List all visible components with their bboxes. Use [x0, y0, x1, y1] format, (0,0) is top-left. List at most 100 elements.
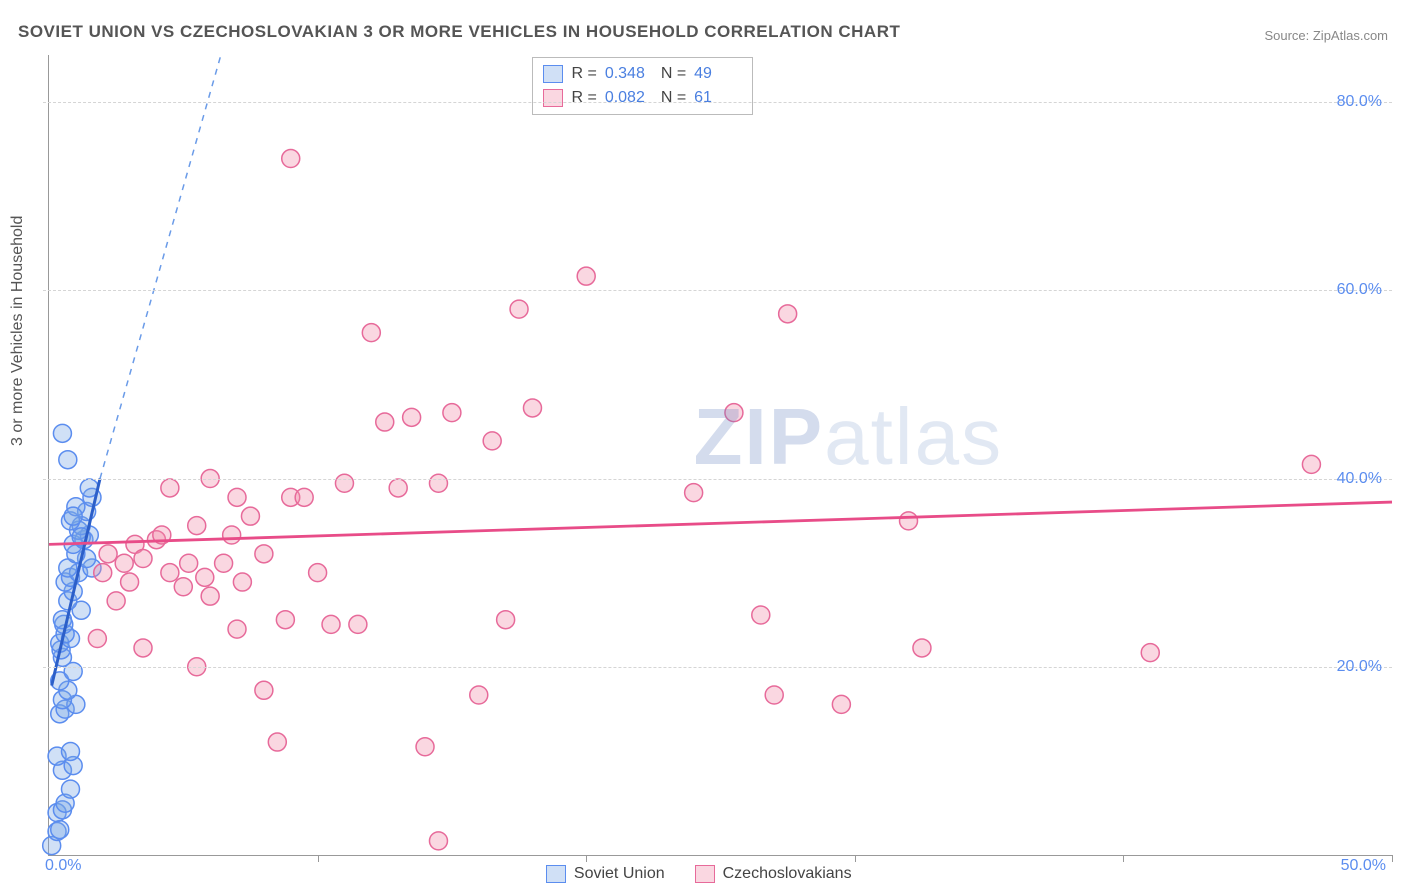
- y-tick-label: 60.0%: [1337, 281, 1382, 299]
- x-tick-label: 0.0%: [45, 857, 81, 875]
- scatter-point: [685, 484, 703, 502]
- stat-r-value: 0.348: [605, 62, 653, 86]
- grid-line: [43, 102, 1392, 103]
- scatter-point: [107, 592, 125, 610]
- x-tick: [1392, 855, 1393, 862]
- stats-row: R = 0.348 N = 49: [543, 62, 742, 86]
- scatter-point: [228, 488, 246, 506]
- x-tick-label: 50.0%: [1341, 857, 1386, 875]
- scatter-point: [470, 686, 488, 704]
- scatter-point: [362, 324, 380, 342]
- scatter-point: [64, 507, 82, 525]
- scatter-point: [765, 686, 783, 704]
- scatter-point: [376, 413, 394, 431]
- scatter-point: [115, 554, 133, 572]
- scatter-point: [429, 474, 447, 492]
- legend-label: Soviet Union: [574, 865, 665, 883]
- stat-n-value: 49: [694, 62, 742, 86]
- legend-item: Czechoslovakians: [695, 865, 852, 883]
- scatter-point: [443, 404, 461, 422]
- y-tick-label: 20.0%: [1337, 658, 1382, 676]
- scatter-point: [196, 568, 214, 586]
- scatter-point: [779, 305, 797, 323]
- scatter-point: [134, 550, 152, 568]
- x-tick: [586, 855, 587, 862]
- scatter-point: [725, 404, 743, 422]
- scatter-point: [241, 507, 259, 525]
- scatter-point: [900, 512, 918, 530]
- y-tick-label: 80.0%: [1337, 93, 1382, 111]
- scatter-point: [228, 620, 246, 638]
- scatter-point: [1302, 455, 1320, 473]
- grid-line: [43, 479, 1392, 480]
- scatter-point: [61, 780, 79, 798]
- scatter-point: [121, 573, 139, 591]
- scatter-point: [215, 554, 233, 572]
- stat-r-label: R =: [571, 62, 596, 86]
- stat-n-label: N =: [661, 62, 686, 86]
- scatter-point: [497, 611, 515, 629]
- scatter-point: [389, 479, 407, 497]
- correlation-stats-box: R = 0.348 N = 49 R = 0.082 N = 61: [532, 57, 753, 115]
- scatter-point: [523, 399, 541, 417]
- scatter-point: [233, 573, 251, 591]
- x-tick: [855, 855, 856, 862]
- scatter-point: [180, 554, 198, 572]
- scatter-point: [134, 639, 152, 657]
- y-tick-label: 40.0%: [1337, 470, 1382, 488]
- scatter-point: [88, 630, 106, 648]
- scatter-point: [309, 564, 327, 582]
- scatter-point: [322, 615, 340, 633]
- source-label: Source: ZipAtlas.com: [1264, 28, 1388, 43]
- legend-item: Soviet Union: [546, 865, 665, 883]
- legend-swatch: [546, 865, 566, 883]
- series-swatch: [543, 89, 563, 107]
- chart-area: ZIPatlas R =0.348N =49R =0.082N =61 Sovi…: [48, 55, 1392, 856]
- trend-line-extrapolated: [100, 55, 221, 479]
- scatter-point: [51, 821, 69, 839]
- scatter-point: [1141, 644, 1159, 662]
- scatter-point: [223, 526, 241, 544]
- scatter-point: [174, 578, 192, 596]
- scatter-point: [161, 479, 179, 497]
- y-axis-label: 3 or more Vehicles in Household: [9, 216, 27, 446]
- scatter-point: [282, 150, 300, 168]
- scatter-point: [188, 517, 206, 535]
- scatter-point: [161, 564, 179, 582]
- stat-n-label: N =: [661, 86, 686, 110]
- scatter-point: [268, 733, 286, 751]
- scatter-point: [61, 742, 79, 760]
- chart-title: SOVIET UNION VS CZECHOSLOVAKIAN 3 OR MOR…: [18, 22, 900, 42]
- scatter-point: [335, 474, 353, 492]
- grid-line: [43, 667, 1392, 668]
- x-tick: [318, 855, 319, 862]
- scatter-point: [510, 300, 528, 318]
- stats-row: R = 0.082 N = 61: [543, 86, 742, 110]
- legend-swatch: [695, 865, 715, 883]
- scatter-point: [295, 488, 313, 506]
- scatter-point: [832, 695, 850, 713]
- scatter-point: [349, 615, 367, 633]
- legend: Soviet Union Czechoslovakians: [546, 865, 852, 883]
- scatter-point: [53, 424, 71, 442]
- stat-r-value: 0.082: [605, 86, 653, 110]
- scatter-point: [429, 832, 447, 850]
- series-swatch: [543, 65, 563, 83]
- scatter-point: [59, 451, 77, 469]
- scatter-point: [94, 564, 112, 582]
- scatter-point: [276, 611, 294, 629]
- scatter-plot: [49, 55, 1392, 855]
- grid-line: [43, 290, 1392, 291]
- legend-label: Czechoslovakians: [723, 865, 852, 883]
- stat-r-label: R =: [571, 86, 596, 110]
- scatter-point: [752, 606, 770, 624]
- scatter-point: [913, 639, 931, 657]
- scatter-point: [577, 267, 595, 285]
- stat-n-value: 61: [694, 86, 742, 110]
- x-tick: [1123, 855, 1124, 862]
- scatter-point: [416, 738, 434, 756]
- scatter-point: [483, 432, 501, 450]
- scatter-point: [403, 408, 421, 426]
- scatter-point: [255, 545, 273, 563]
- scatter-point: [99, 545, 117, 563]
